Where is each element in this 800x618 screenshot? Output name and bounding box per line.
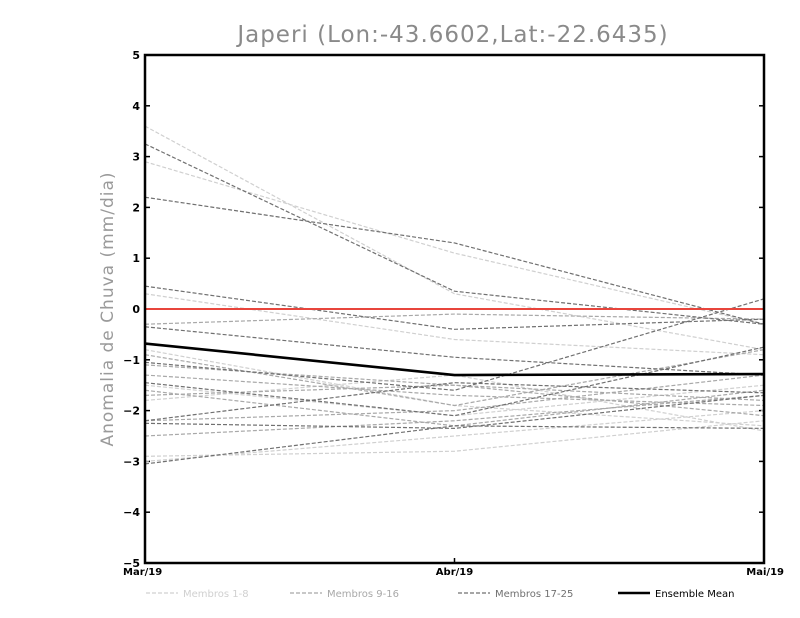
- y-tick-label: −4: [123, 506, 140, 519]
- legend-label: Ensemble Mean: [655, 589, 734, 600]
- x-tick-label: Mar/19: [123, 567, 162, 578]
- member-line-m7: [144, 410, 765, 462]
- member-line-m1: [144, 125, 765, 351]
- member-line-m9: [144, 313, 765, 325]
- member-line-m15: [144, 384, 765, 417]
- member-line-m10: [144, 349, 765, 407]
- member-line-m19: [144, 285, 765, 330]
- legend-label: Membros 1-8: [183, 589, 249, 600]
- member-line-m13: [144, 374, 765, 422]
- y-tick-label: −5: [123, 557, 140, 570]
- member-line-m14: [144, 394, 765, 437]
- member-line-m21: [144, 298, 765, 391]
- member-line-m6: [144, 420, 765, 457]
- legend: Membros 1-8 Membros 9-16 Membros 17-25 Ense…: [146, 589, 734, 600]
- member-line-m3: [144, 293, 765, 356]
- legend-label: Membros 17-25: [495, 589, 573, 600]
- y-tick-label: −2: [123, 405, 140, 418]
- member-line-m22: [144, 346, 765, 417]
- x-axis: Mar/19 Abr/19 Mai/19: [123, 558, 784, 578]
- member-line-m2: [144, 161, 765, 325]
- chart-title: Japeri (Lon:-43.6602,Lat:-22.6435): [235, 22, 668, 48]
- member-line-m12: [144, 389, 765, 427]
- member-line-m17: [144, 143, 765, 325]
- y-tick-label: 0: [132, 303, 140, 316]
- member-line-m23: [144, 394, 765, 429]
- member-lines: [144, 125, 765, 465]
- plot-frame: [143, 53, 766, 565]
- ensemble-mean-line: [144, 342, 765, 377]
- y-tick-label: 2: [132, 201, 140, 214]
- y-tick-label: 3: [132, 151, 140, 164]
- legend-label: Membros 9-16: [327, 589, 399, 600]
- y-axis-label: Anomalia de Chuva (mm/dia): [98, 171, 118, 446]
- x-tick-label: Abr/19: [436, 567, 473, 578]
- y-tick-label: −3: [123, 455, 140, 468]
- x-tick-label: Mai/19: [746, 567, 784, 578]
- member-line-m25: [144, 382, 765, 422]
- ensemble-mean: [144, 342, 765, 377]
- member-line-m8: [144, 374, 765, 432]
- member-line-m18: [144, 196, 765, 325]
- y-tick-label: 4: [132, 100, 140, 113]
- member-line-m24: [144, 425, 765, 465]
- y-tick-label: 5: [132, 49, 140, 62]
- member-line-m20: [144, 326, 765, 376]
- y-tick-label: −1: [123, 354, 140, 367]
- y-tick-label: 1: [132, 252, 140, 265]
